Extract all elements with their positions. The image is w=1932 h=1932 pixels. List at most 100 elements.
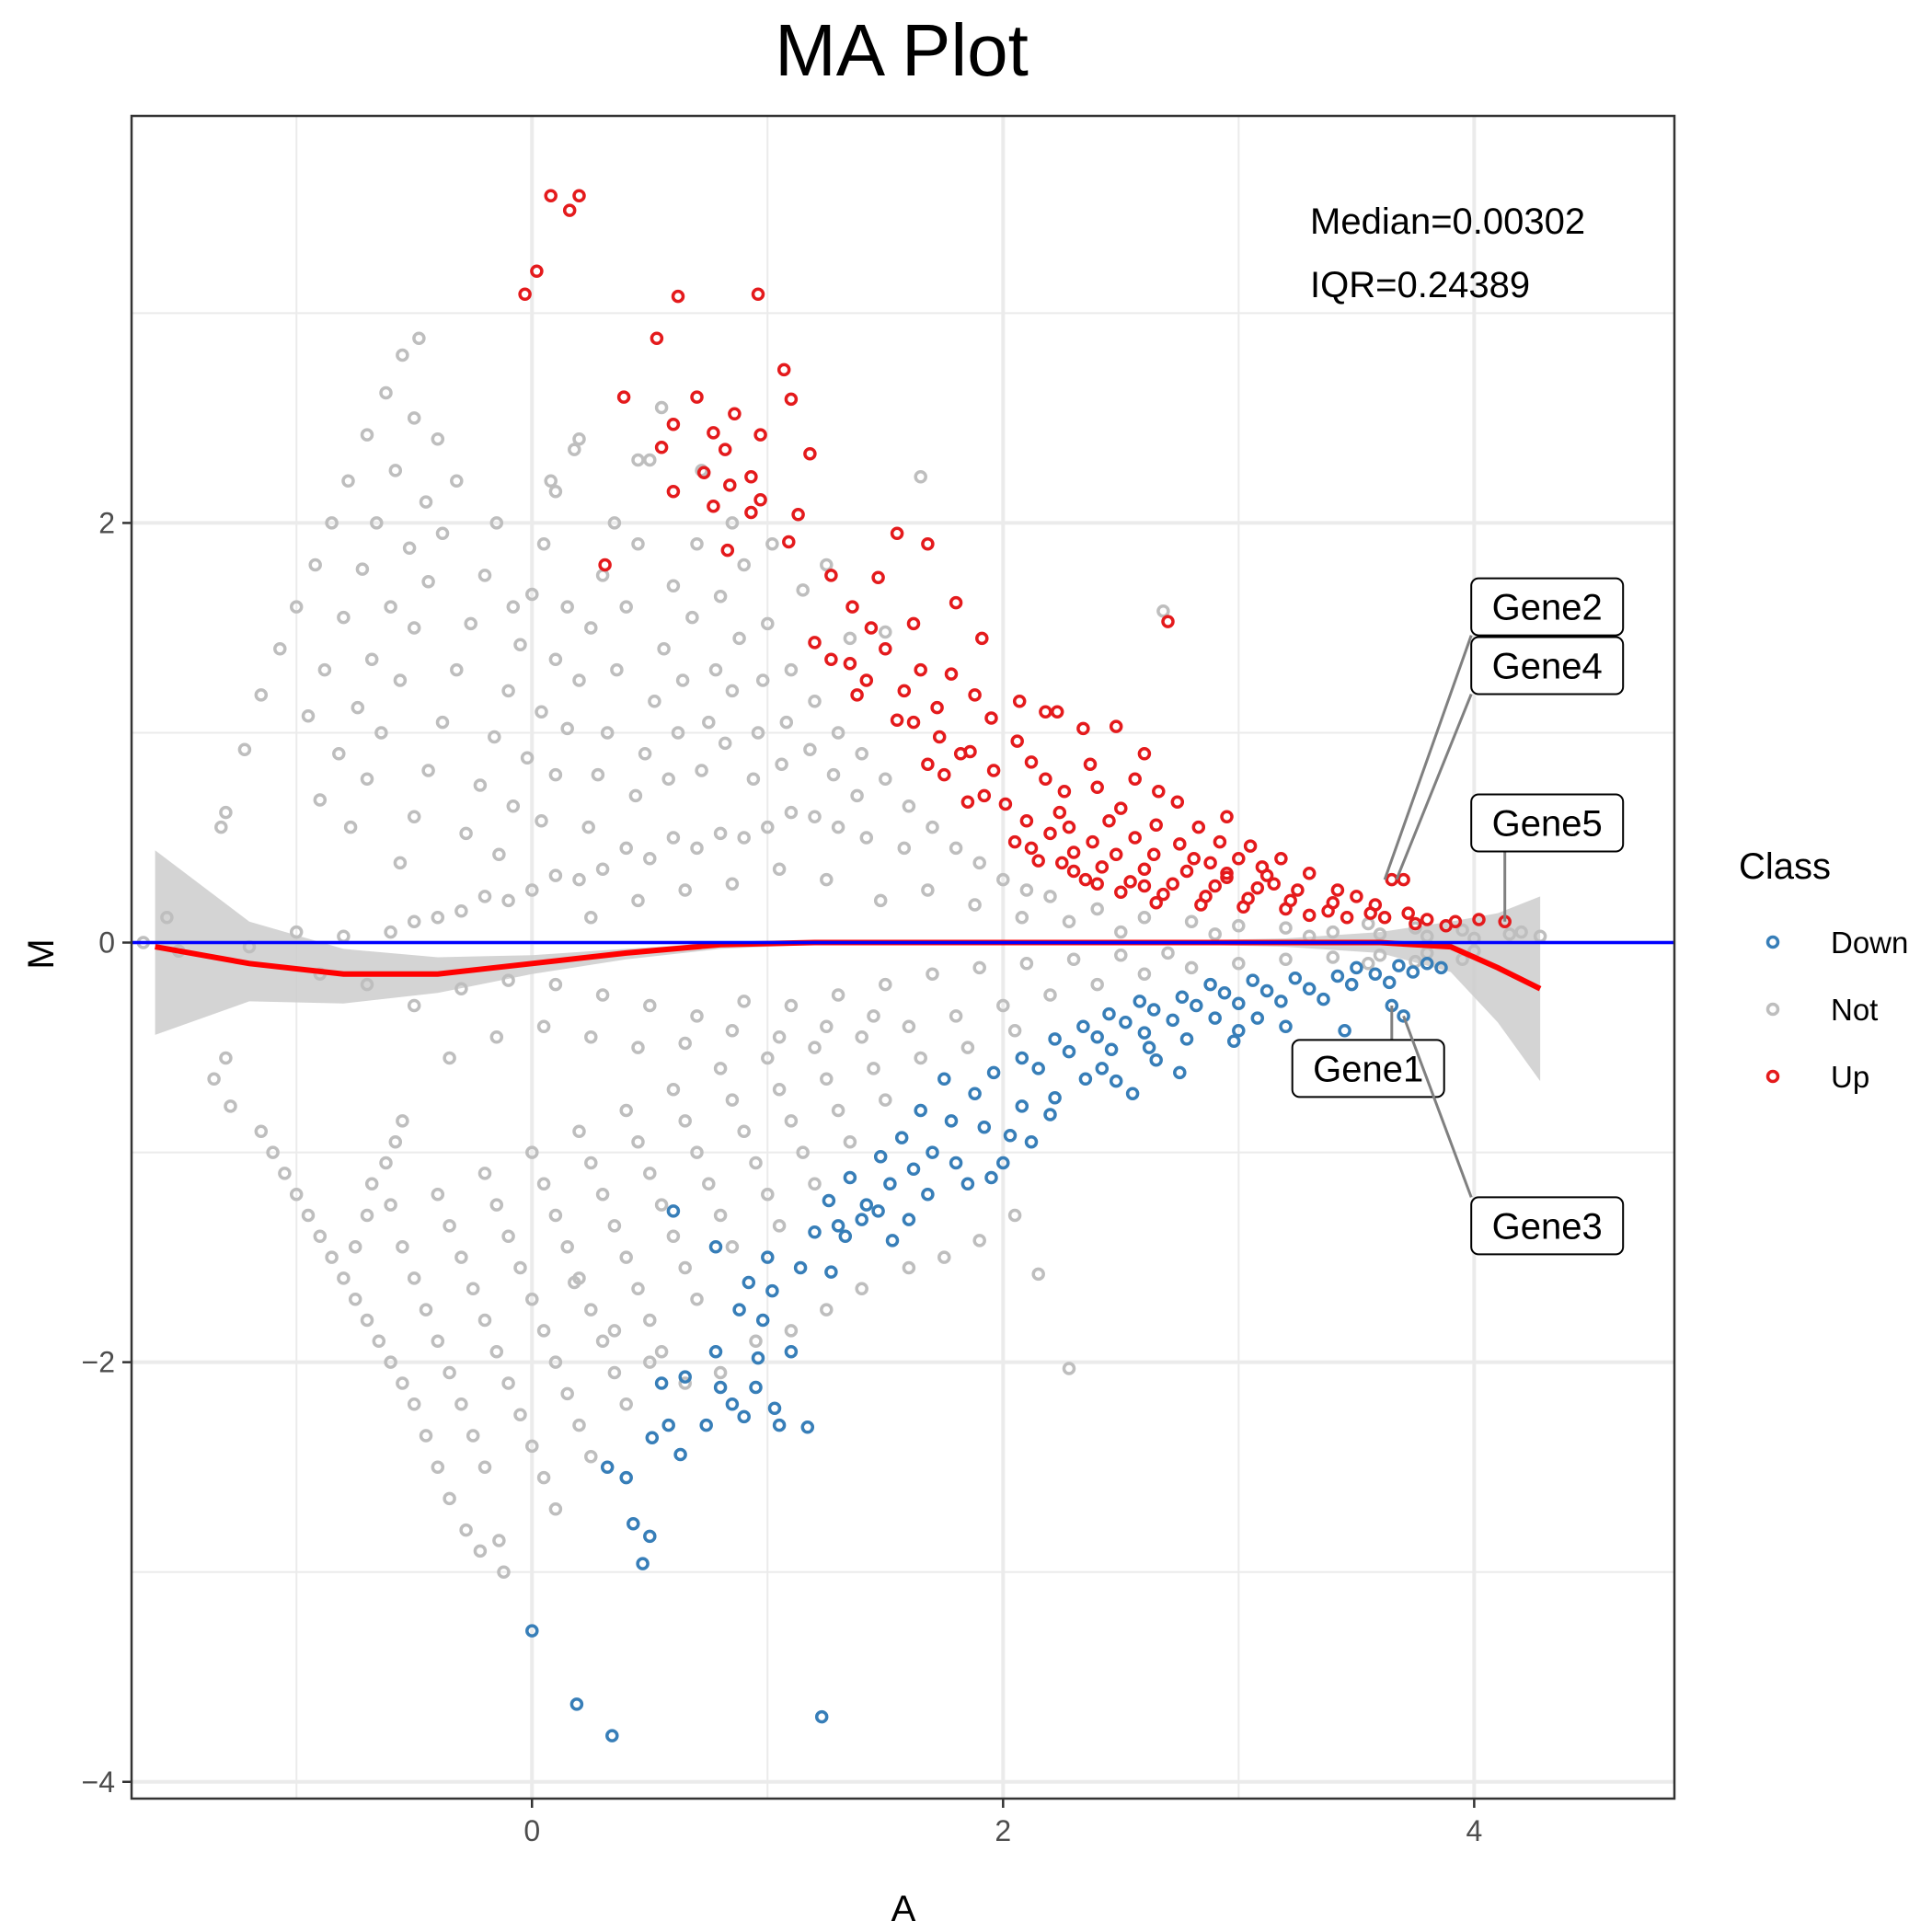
data-point-not (407, 1271, 421, 1285)
data-point-down (1109, 1074, 1123, 1088)
data-point-not (560, 600, 574, 614)
data-point-not (351, 700, 365, 715)
data-point-up (890, 526, 904, 541)
data-point-not (784, 662, 799, 677)
data-point-up (1267, 877, 1281, 891)
data-point-up (975, 631, 989, 646)
data-point-up (850, 688, 864, 702)
data-point-not (568, 443, 581, 456)
data-point-not (749, 1156, 763, 1170)
data-point-down (1175, 990, 1190, 1005)
data-point-not (648, 695, 661, 708)
data-point-up (1050, 705, 1064, 719)
data-point-not (466, 1282, 480, 1296)
data-point-not (489, 1029, 504, 1044)
data-point-not (619, 600, 633, 614)
data-point-not (536, 536, 551, 551)
data-point-not (393, 856, 408, 870)
data-point-not (443, 1051, 456, 1065)
data-point-not (325, 516, 339, 530)
data-point-not (421, 764, 435, 777)
data-point-not (820, 1303, 834, 1317)
data-point-down (673, 1447, 687, 1462)
data-point-not (450, 662, 464, 677)
data-point-not (431, 1187, 445, 1202)
data-point-not (713, 1208, 728, 1223)
data-point-down (772, 1418, 787, 1432)
data-point-not (631, 1134, 645, 1149)
data-point-not (713, 589, 728, 604)
data-point-down (960, 1177, 975, 1191)
data-point-not (443, 1491, 456, 1506)
data-point-up (803, 446, 817, 461)
data-point-not (254, 1124, 269, 1139)
data-point-down (1288, 972, 1303, 985)
data-point-not (820, 1072, 834, 1087)
data-point-not (384, 1198, 397, 1212)
data-point-down (1279, 1019, 1293, 1034)
data-point-down (808, 1225, 822, 1239)
data-point-up (791, 508, 805, 522)
data-point-not (1062, 914, 1076, 928)
data-point-down (883, 1177, 897, 1191)
data-point-down (1434, 960, 1448, 975)
data-point-down (619, 1470, 633, 1485)
data-point-not (477, 1313, 492, 1328)
data-point-not (477, 1167, 492, 1180)
data-point-not (902, 799, 916, 813)
data-point-not (407, 1397, 421, 1411)
data-point-up (666, 484, 681, 499)
data-point-not (666, 1082, 681, 1097)
data-point-not (850, 788, 864, 803)
data-point-not (873, 893, 888, 908)
data-point-up (562, 203, 577, 217)
data-point-not (548, 1208, 563, 1223)
data-point-not (595, 1334, 610, 1349)
data-point-down (1338, 1024, 1351, 1038)
data-point-up (879, 642, 892, 656)
data-point-not (520, 751, 535, 765)
data-point-down (894, 1131, 909, 1144)
data-point-not (619, 1250, 633, 1264)
data-point-down (1232, 996, 1246, 1010)
data-point-down (1048, 1032, 1062, 1046)
y-tick-label: 2 (98, 506, 115, 539)
data-point-not (513, 1260, 527, 1275)
data-point-up (776, 362, 791, 377)
data-point-not (289, 600, 304, 614)
data-point-down (793, 1260, 808, 1275)
data-point-not (384, 1355, 397, 1369)
data-point-not (581, 820, 595, 834)
data-point-not (1502, 927, 1517, 941)
data-point-down (1350, 960, 1363, 975)
data-point-not (1090, 977, 1104, 992)
data-point-down (1137, 1026, 1152, 1040)
data-point-down (569, 1697, 584, 1711)
data-point-down (643, 1529, 657, 1544)
data-point-up (1274, 852, 1288, 866)
data-point-not (535, 814, 548, 828)
data-point-up (960, 795, 975, 809)
data-point-not (396, 1114, 409, 1128)
data-point-not (407, 998, 421, 1013)
panel-frame (130, 114, 1676, 1800)
data-point-not (584, 910, 598, 925)
data-point-not (214, 820, 228, 834)
data-point-not (702, 1177, 716, 1191)
data-point-not (737, 1124, 751, 1139)
data-point-up (1137, 879, 1152, 893)
data-point-not (544, 474, 558, 489)
data-point-not (560, 1386, 574, 1401)
data-point-not (1043, 988, 1057, 1002)
data-point-down (921, 1187, 935, 1202)
data-point-up (998, 797, 1013, 811)
data-point-up (572, 189, 586, 202)
data-point-down (1078, 1072, 1093, 1087)
data-point-up (1213, 834, 1227, 849)
data-point-up (824, 569, 838, 582)
x-tick-label: 4 (1466, 1814, 1482, 1847)
data-point-not (690, 1009, 704, 1023)
data-point-not (572, 1418, 586, 1432)
data-point-not (831, 1103, 845, 1118)
gene-label-box (1470, 793, 1625, 853)
